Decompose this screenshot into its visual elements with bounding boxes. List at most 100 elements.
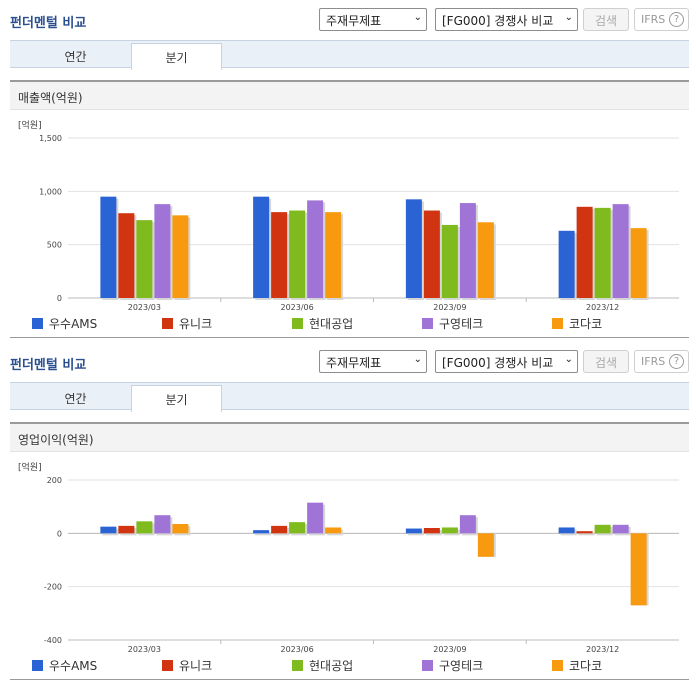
statement-select-value: 주재무제표 [326, 356, 382, 370]
x-tick-label: 2023/03 [128, 303, 161, 312]
ifrs-button[interactable]: IFRS ? [634, 8, 689, 31]
legend-item[interactable]: 코다코 [552, 315, 602, 332]
bar[interactable] [118, 525, 135, 534]
bar[interactable] [289, 522, 306, 534]
legend-item[interactable]: 구영테크 [422, 315, 483, 332]
bar[interactable] [405, 199, 422, 298]
fundamental-section-operating-profit: 펀더멘털 비교 주재무제표 ⌄ [FG000] 경쟁사 비교 ⌄ 검색 IFRS… [0, 342, 696, 684]
section-title: 펀더멘털 비교 [10, 16, 87, 31]
peer-select-value: [FG000] 경쟁사 비교 [442, 356, 554, 370]
peer-select[interactable]: [FG000] 경쟁사 비교 ⌄ [435, 8, 578, 31]
bar[interactable] [594, 207, 611, 298]
bar[interactable] [576, 531, 593, 534]
legend-label: 우수AMS [49, 659, 98, 673]
bar[interactable] [441, 224, 458, 298]
unit-label: [억원] [18, 121, 42, 131]
bar[interactable] [558, 230, 575, 298]
bar[interactable] [558, 527, 575, 534]
bar[interactable] [136, 220, 153, 298]
bar[interactable] [459, 203, 476, 298]
bar[interactable] [154, 204, 171, 298]
bar[interactable] [172, 524, 189, 534]
legend-label: 구영테크 [439, 317, 484, 331]
bar[interactable] [477, 222, 494, 298]
search-button[interactable]: 검색 [583, 8, 629, 31]
unit-label: [억원] [18, 463, 42, 473]
chevron-down-icon: ⌄ [413, 12, 422, 23]
bar[interactable] [289, 210, 306, 298]
legend-item[interactable]: 유니크 [162, 657, 212, 674]
bar[interactable] [100, 526, 117, 534]
chart-box: 영업이익(억원) [억원] -400 -200 0 200 2023/03 2023/06… [10, 422, 689, 680]
legend-label: 우수AMS [49, 317, 98, 331]
period-tabs: 연간 분기 [10, 382, 689, 412]
x-tick-label: 2023/06 [281, 645, 314, 654]
bar[interactable] [271, 525, 288, 534]
bar[interactable] [441, 527, 458, 534]
tab-quarterly[interactable]: 분기 [131, 385, 222, 412]
bar[interactable] [325, 212, 342, 298]
y-tick-label: 0 [57, 294, 62, 303]
legend-item[interactable]: 코다코 [552, 657, 602, 674]
statement-select[interactable]: 주재무제표 ⌄ [319, 350, 427, 373]
bar[interactable] [630, 533, 647, 606]
legend-item[interactable]: 우수AMS [32, 657, 97, 674]
y-tick-label: 500 [47, 241, 62, 250]
tab-quarterly[interactable]: 분기 [131, 43, 222, 70]
peer-select-value: [FG000] 경쟁사 비교 [442, 14, 554, 28]
x-tick-label: 2023/09 [433, 645, 466, 654]
tab-annual[interactable]: 연간 [64, 50, 87, 64]
legend-label: 현대공업 [309, 659, 354, 673]
bar[interactable] [253, 530, 270, 534]
bar[interactable] [594, 524, 611, 534]
legend-label: 현대공업 [309, 317, 354, 331]
legend-label: 유니크 [179, 659, 213, 673]
y-tick-label: 0 [57, 529, 62, 538]
bar[interactable] [172, 215, 189, 298]
y-tick-label: 1,000 [39, 187, 62, 196]
tab-annual[interactable]: 연간 [64, 392, 87, 406]
ifrs-label: IFRS [641, 355, 666, 368]
bar[interactable] [100, 196, 117, 298]
peer-select[interactable]: [FG000] 경쟁사 비교 ⌄ [435, 350, 578, 373]
legend-item[interactable]: 유니크 [162, 315, 212, 332]
legend-label: 유니크 [179, 317, 213, 331]
chevron-down-icon: ⌄ [564, 12, 573, 23]
legend-swatch [552, 660, 563, 671]
bar[interactable] [253, 196, 270, 298]
bar[interactable] [576, 206, 593, 298]
bar[interactable] [154, 515, 171, 534]
bar[interactable] [307, 502, 324, 534]
bar[interactable] [612, 204, 629, 298]
help-icon[interactable]: ? [669, 12, 684, 27]
bar[interactable] [271, 212, 288, 298]
bar[interactable] [405, 528, 422, 534]
search-button[interactable]: 검색 [583, 350, 629, 373]
x-tick-label: 2023/06 [281, 303, 314, 312]
legend-item[interactable]: 구영테크 [422, 657, 483, 674]
bar[interactable] [459, 515, 476, 534]
bar[interactable] [477, 533, 494, 557]
legend-label: 코다코 [569, 659, 603, 673]
bar[interactable] [423, 528, 440, 534]
y-tick-label: 200 [47, 476, 62, 485]
legend-item[interactable]: 우수AMS [32, 315, 97, 332]
statement-select[interactable]: 주재무제표 ⌄ [319, 8, 427, 31]
bar[interactable] [325, 527, 342, 534]
chart-legend: 우수AMS 유니크 현대공업 구영테크 코다코 [10, 312, 689, 334]
bar[interactable] [612, 524, 629, 534]
bar-chart-revenue: 0 500 1,000 1,500 2023/03 2023/06 2023/09 2023/… [39, 134, 679, 312]
legend-item[interactable]: 현대공업 [292, 657, 353, 674]
ifrs-button[interactable]: IFRS ? [634, 350, 689, 373]
y-tick-label: -400 [44, 636, 62, 645]
bar[interactable] [136, 521, 153, 534]
help-icon[interactable]: ? [669, 354, 684, 369]
legend-swatch [162, 660, 173, 671]
bar[interactable] [307, 200, 324, 298]
bar[interactable] [423, 210, 440, 298]
bar[interactable] [118, 213, 135, 298]
statement-select-value: 주재무제표 [326, 14, 382, 28]
bar[interactable] [630, 228, 647, 298]
legend-item[interactable]: 현대공업 [292, 315, 353, 332]
x-tick-label: 2023/12 [586, 645, 619, 654]
